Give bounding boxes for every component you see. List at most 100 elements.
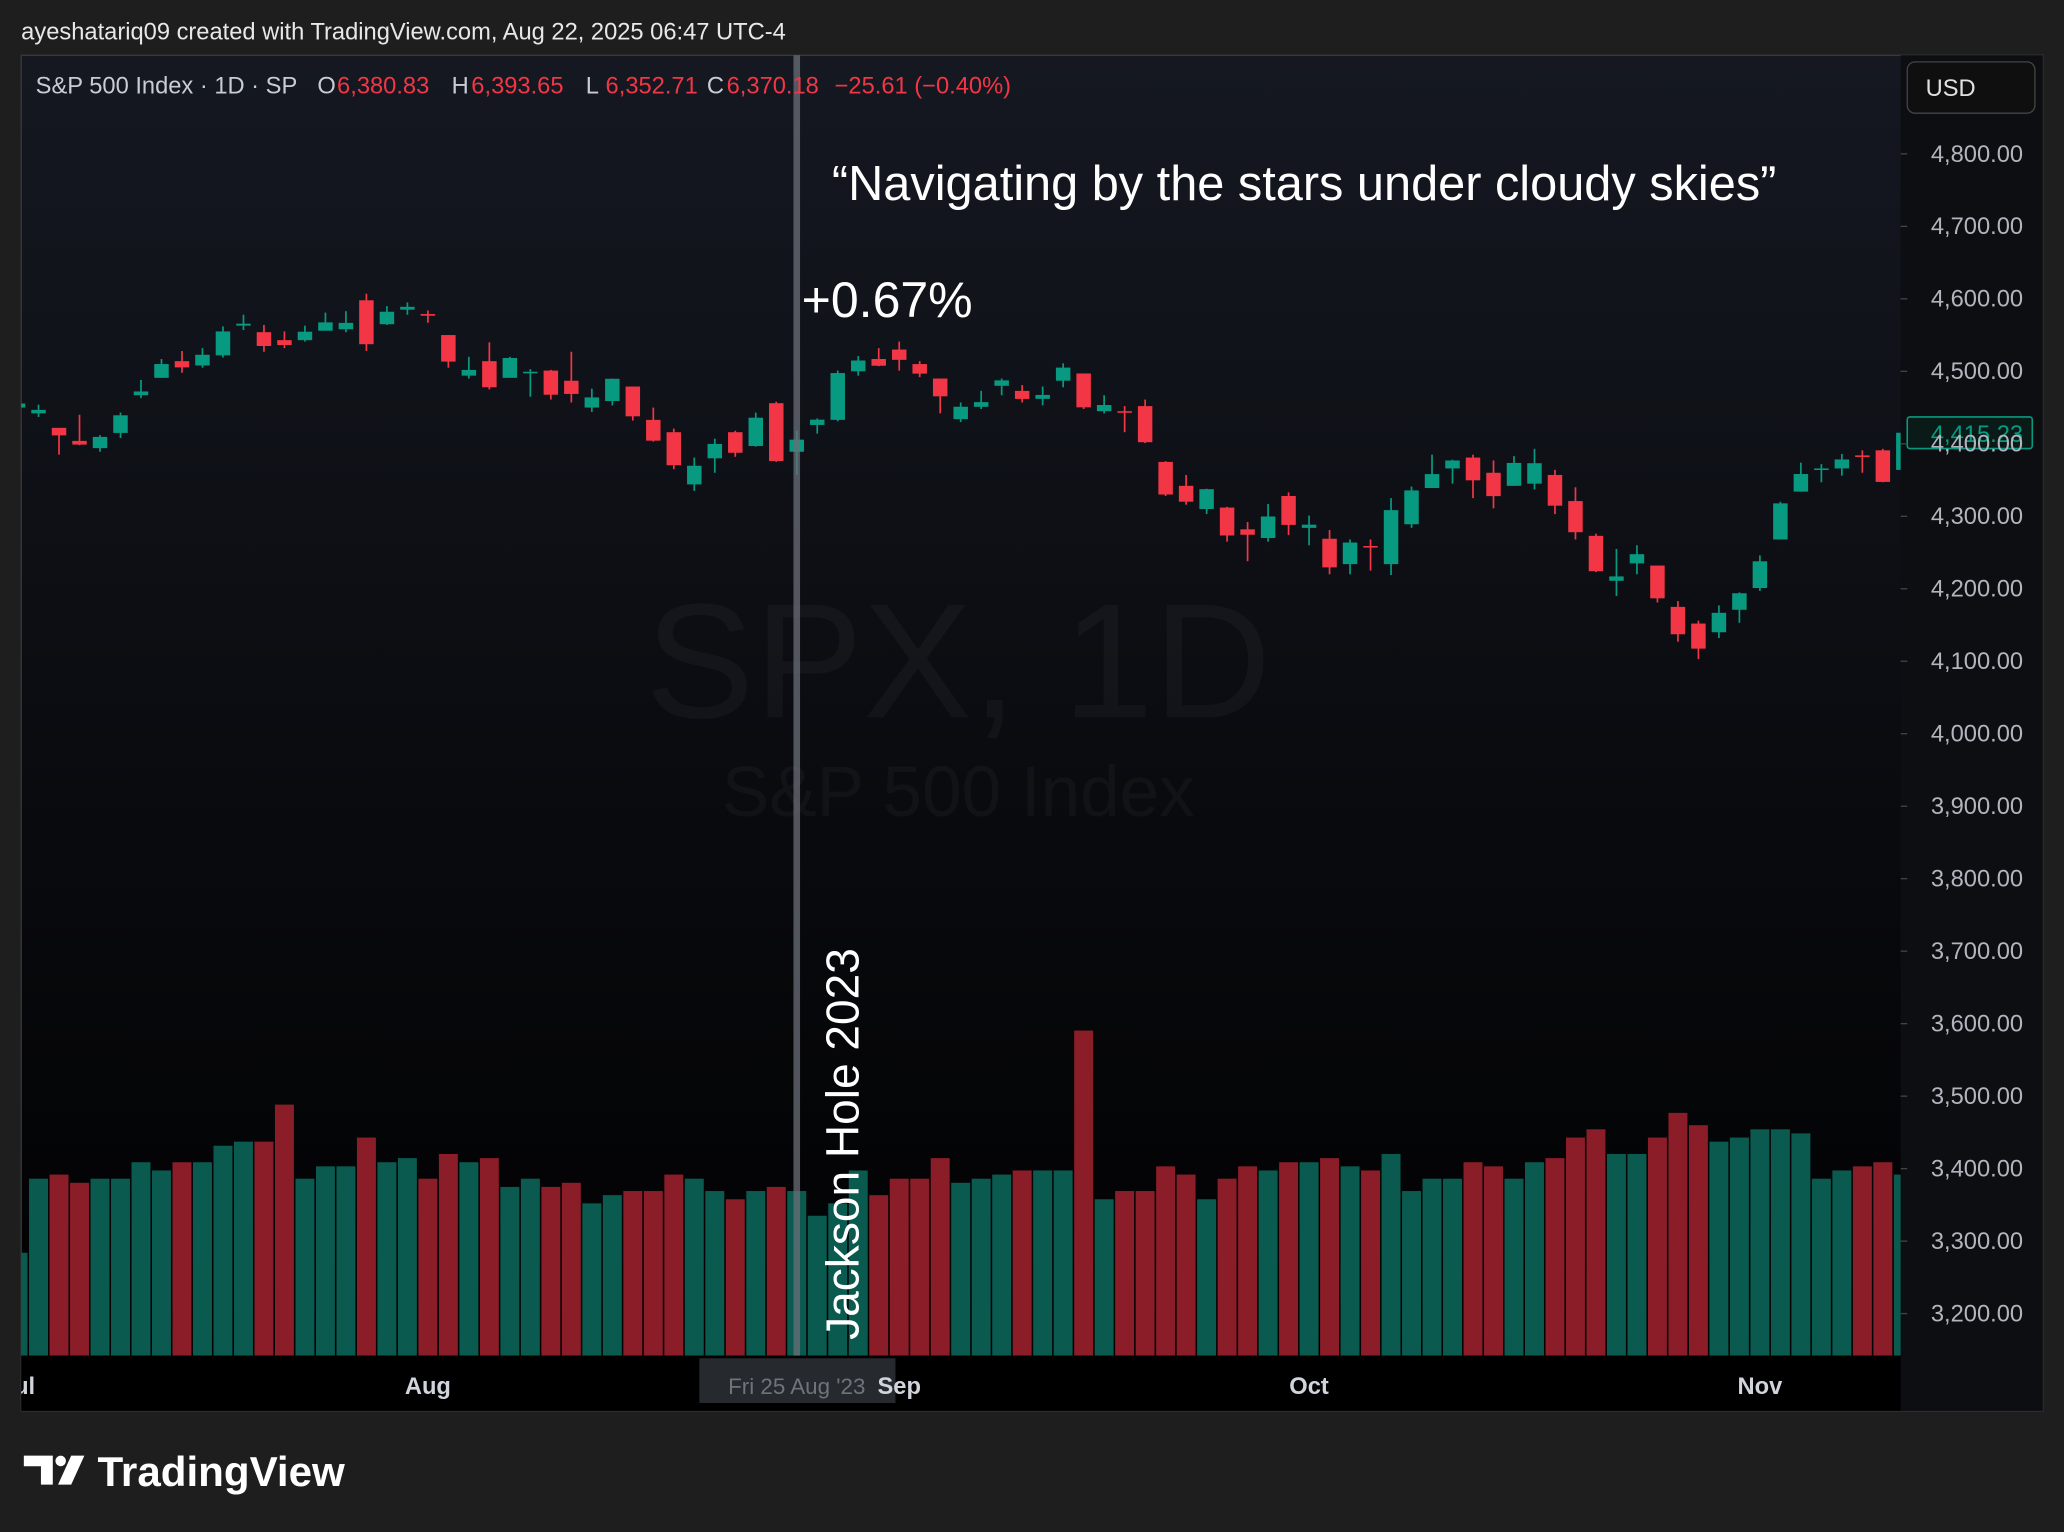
candle-body — [687, 465, 702, 485]
candle-body — [932, 378, 948, 397]
volume-bar — [623, 1191, 643, 1356]
volume-bar — [1033, 1170, 1053, 1356]
candle-body — [21, 403, 26, 408]
volume-bar — [21, 1252, 28, 1356]
candle-body — [215, 331, 231, 356]
candle-body — [195, 354, 210, 366]
candle-body — [646, 419, 661, 441]
candle-body — [1547, 474, 1563, 506]
candle-body — [625, 386, 641, 417]
volume-bar — [1238, 1166, 1258, 1356]
currency-label[interactable]: USD — [1926, 76, 1976, 102]
candle-body — [1752, 561, 1768, 589]
volume-bar — [1832, 1170, 1852, 1356]
candle-body — [666, 432, 682, 466]
volume-bar — [1750, 1129, 1770, 1356]
candle-body — [236, 323, 251, 326]
candle-body — [297, 331, 313, 341]
y-tick-label: 4,800.00 — [1931, 142, 2023, 168]
legend-value: 6,393.65 — [471, 73, 563, 99]
candle-body — [1383, 510, 1399, 565]
candle-body — [1096, 405, 1112, 412]
volume-bar — [131, 1162, 151, 1356]
candle-body — [174, 361, 190, 368]
candle-body — [1711, 612, 1727, 633]
volume-bar — [1361, 1170, 1381, 1356]
candle-body — [1670, 606, 1686, 635]
volume-bar — [500, 1186, 520, 1356]
candle-body — [1814, 468, 1829, 471]
candle-body — [1506, 462, 1522, 486]
volume-bar — [377, 1162, 397, 1356]
candle-body — [1342, 542, 1358, 565]
candle-body — [707, 443, 723, 459]
legend-value: 6,370.18 — [727, 73, 819, 99]
volume-bar — [1279, 1162, 1299, 1356]
candle-body — [72, 440, 87, 445]
candle-body — [277, 340, 292, 345]
volume-bar — [172, 1162, 192, 1356]
candle-body — [154, 364, 169, 378]
candle-body — [1260, 516, 1276, 539]
y-tick-label: 4,400.00 — [1931, 432, 2023, 458]
y-axis-labels: 3,200.00 3,300.00 3,400.00 3,500.00 3,600.00… — [1900, 142, 2023, 1327]
currency-button[interactable] — [1906, 61, 2036, 114]
volume-bar — [910, 1178, 930, 1356]
candle-body — [1158, 461, 1173, 495]
candle-body — [810, 419, 825, 425]
volume-bar — [479, 1158, 499, 1356]
candle-body — [543, 370, 559, 395]
candle-body — [1465, 457, 1481, 481]
volume-bar — [1791, 1133, 1811, 1356]
candle-body — [1055, 367, 1071, 381]
x-tick-label: Oct — [1289, 1374, 1329, 1400]
quote-annotation: “Navigating by the stars under cloudy sk… — [832, 157, 1776, 211]
candle-body — [318, 322, 333, 331]
volume-bar — [971, 1178, 991, 1356]
volume-bar — [541, 1186, 561, 1356]
candle-body — [1404, 490, 1419, 525]
candle-body — [748, 417, 764, 446]
volume-bar — [1176, 1174, 1196, 1356]
volume-bar — [1094, 1199, 1114, 1356]
candle-body — [584, 397, 600, 408]
volume-bar — [1729, 1137, 1749, 1356]
overlay: Fri 25 Aug '23 Jackson Hole 2023 4,415.23 — [699, 55, 2034, 1404]
x-tick-label: Nov — [1738, 1374, 1784, 1400]
logo-mark — [23, 1455, 85, 1485]
candle-body — [1793, 474, 1809, 492]
y-tick-label: 3,400.00 — [1931, 1157, 2023, 1183]
volume-bar — [1525, 1162, 1544, 1356]
last-price-label: 4,415.23 — [1931, 422, 2023, 448]
y-tick-label: 3,600.00 — [1931, 1012, 2023, 1038]
volume-bar — [1156, 1166, 1176, 1356]
volume-bar — [111, 1178, 130, 1356]
volume-bar — [1299, 1162, 1319, 1356]
symbol-title: S&P 500 Index · 1D · SP — [36, 73, 298, 99]
y-tick-label: 3,200.00 — [1931, 1301, 2023, 1327]
candle-body — [1568, 501, 1583, 533]
volume-bar — [90, 1178, 110, 1356]
candle-body — [871, 358, 886, 366]
volume-bar — [1627, 1153, 1647, 1356]
candle-body — [133, 391, 149, 396]
volume-bar — [746, 1191, 766, 1356]
candle-body — [1363, 545, 1378, 548]
candle-body — [1588, 535, 1604, 572]
brand-name: TradingView — [98, 1448, 346, 1495]
event-line — [793, 55, 801, 1356]
volume-bar — [1115, 1191, 1135, 1356]
price-pane — [21, 293, 1901, 660]
candle-body — [564, 380, 579, 394]
volume-bar — [49, 1174, 69, 1356]
volume-bar — [438, 1153, 458, 1356]
volume-bar — [1340, 1166, 1360, 1356]
volume-bar — [70, 1182, 89, 1356]
y-tick-label: 4,600.00 — [1931, 287, 2023, 313]
volume-bar — [1197, 1199, 1217, 1356]
watermark-symbol: SPX, 1D — [645, 569, 1271, 752]
candle-body — [502, 357, 518, 378]
candle-body — [891, 349, 907, 360]
crosshair-label: Fri 25 Aug '23 — [728, 1374, 865, 1399]
